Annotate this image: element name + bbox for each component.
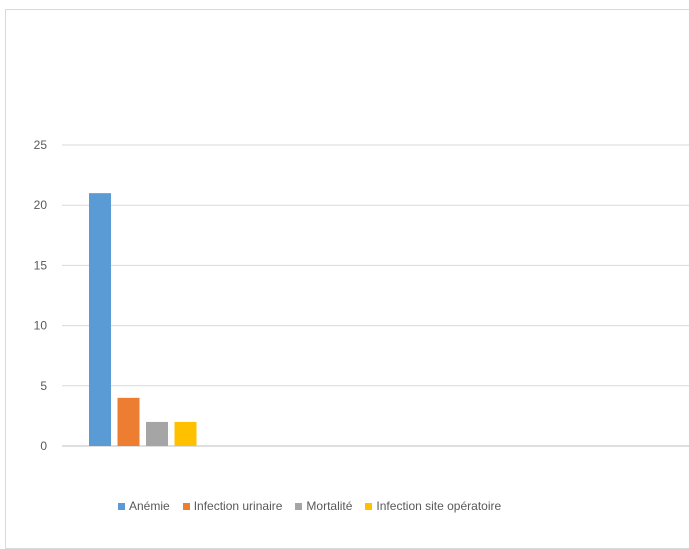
y-tick-label: 5 (40, 379, 47, 393)
legend-label: Infection site opératoire (376, 499, 502, 513)
legend-label: Infection urinaire (193, 499, 283, 513)
y-tick-label: 20 (34, 198, 48, 212)
legend-swatch (365, 502, 373, 510)
legend-item: Mortalité (295, 499, 352, 513)
legend-item: Infection urinaire (182, 499, 283, 513)
chart-frame (5, 9, 689, 549)
y-tick-label: 15 (34, 258, 48, 272)
legend-label: Anémie (129, 499, 170, 513)
bar-1 (117, 397, 140, 446)
y-tick-label: 25 (34, 138, 48, 152)
legend-item: Anémie (118, 499, 170, 513)
legend-swatch (295, 502, 303, 510)
bar-2 (146, 421, 168, 446)
legend-swatch (118, 502, 125, 510)
y-tick-label: 0 (40, 439, 47, 453)
legend-label: Mortalité (306, 499, 353, 513)
bar-0 (89, 193, 111, 446)
bars (89, 193, 197, 446)
legend: Anémie Infection urinaire Mortalité Infecti… (118, 499, 514, 513)
legend-swatch (182, 502, 190, 510)
legend-item: Infection site opératoire (365, 499, 501, 513)
y-tick-label: 10 (34, 319, 48, 333)
y-axis-ticks: 0 5 10 15 20 25 (34, 138, 48, 453)
bar-chart: 0 5 10 15 20 25 (34, 138, 689, 453)
bar-3 (174, 421, 197, 446)
gridlines (62, 144, 689, 447)
